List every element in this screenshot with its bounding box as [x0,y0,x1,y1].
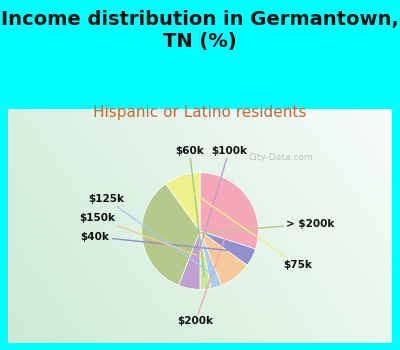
Wedge shape [166,173,200,231]
Wedge shape [200,173,258,249]
Wedge shape [200,231,247,285]
Text: > $200k: > $200k [155,219,335,237]
Text: $75k: $75k [186,188,312,270]
Text: $125k: $125k [88,194,213,275]
Text: Income distribution in Germantown,
TN (%): Income distribution in Germantown, TN (%… [1,10,399,51]
Wedge shape [200,231,256,265]
Text: $60k: $60k [175,146,204,276]
Wedge shape [142,184,200,285]
Text: $100k: $100k [192,146,247,276]
Text: Hispanic or Latino residents: Hispanic or Latino residents [93,105,307,120]
Text: $200k: $200k [177,204,237,327]
Wedge shape [200,231,222,288]
Wedge shape [178,231,200,289]
Text: City-Data.com: City-Data.com [249,153,313,162]
Text: $150k: $150k [80,213,228,267]
Wedge shape [200,231,211,289]
Text: $40k: $40k [81,232,240,252]
